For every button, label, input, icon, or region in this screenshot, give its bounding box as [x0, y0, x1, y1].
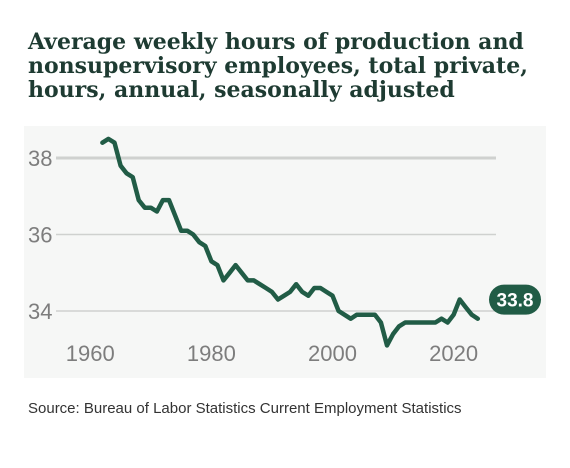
plot-area: 34 36 38 1960 1980 2000 2020 33.8	[24, 126, 546, 378]
series-line	[100, 136, 481, 348]
x-tick-label-1960: 1960	[66, 341, 115, 366]
y-tick-label-38: 38	[28, 146, 52, 171]
y-tick-label-36: 36	[28, 223, 52, 248]
x-tick-label-2000: 2000	[308, 341, 357, 366]
end-value-label: 33.8	[497, 291, 534, 312]
chart-title: Average weekly hours of production and n…	[28, 29, 528, 103]
line-chart: 34 36 38 1960 1980 2000 2020 33.8	[28, 136, 541, 366]
end-value-badge	[489, 284, 541, 315]
x-tick-label-2020: 2020	[429, 341, 478, 366]
x-tick-label-1980: 1980	[187, 341, 236, 366]
y-tick-label-34: 34	[28, 299, 52, 324]
source-note: Source: Bureau of Labor Statistics Curre…	[28, 400, 462, 417]
